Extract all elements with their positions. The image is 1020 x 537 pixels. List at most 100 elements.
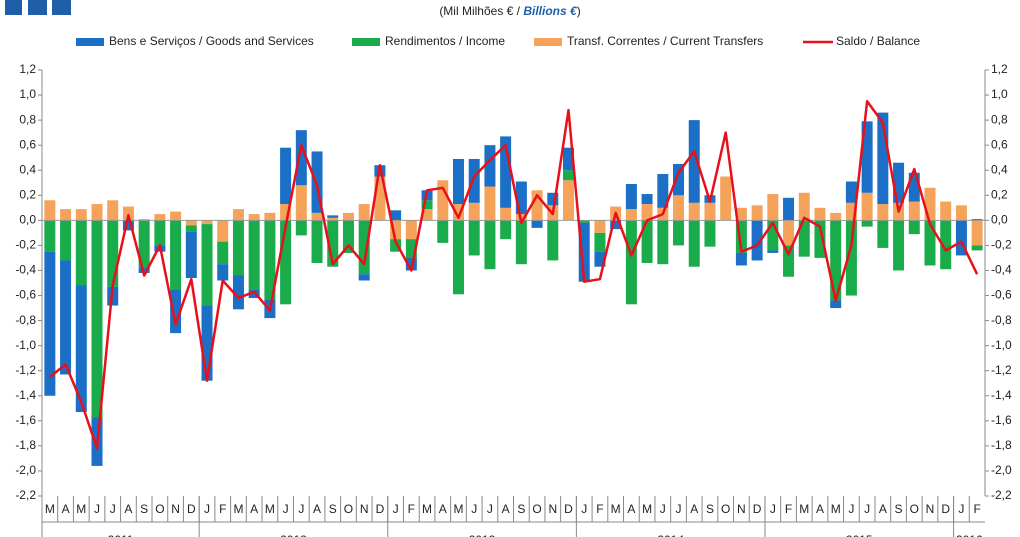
x-tick-label: A bbox=[124, 502, 132, 516]
bar bbox=[248, 220, 260, 290]
bar bbox=[751, 220, 763, 261]
bar bbox=[295, 185, 307, 221]
bar bbox=[91, 220, 103, 418]
bar bbox=[845, 220, 857, 296]
year-label: 2015 bbox=[846, 533, 873, 537]
x-tick-label: N bbox=[548, 502, 557, 516]
x-tick-label: A bbox=[690, 502, 698, 516]
y-tick-label: -0,2 bbox=[15, 238, 36, 252]
bar bbox=[185, 225, 197, 232]
bar bbox=[971, 245, 983, 251]
year-label: 2012 bbox=[280, 533, 307, 537]
x-tick-label: J bbox=[110, 502, 116, 516]
bar bbox=[830, 220, 842, 301]
bar bbox=[107, 200, 119, 221]
y-tick-label: 0,0 bbox=[19, 213, 36, 227]
x-tick-label: O bbox=[344, 502, 353, 516]
bar bbox=[60, 220, 72, 261]
bar bbox=[845, 202, 857, 221]
bar bbox=[154, 220, 166, 246]
logo-box bbox=[28, 0, 47, 15]
bar bbox=[908, 172, 920, 202]
bar bbox=[201, 224, 213, 306]
y2-tick-label: -1,4 bbox=[991, 388, 1012, 402]
bar bbox=[264, 212, 276, 221]
bar bbox=[468, 220, 480, 256]
bar bbox=[170, 220, 182, 290]
bar bbox=[421, 209, 433, 221]
bar bbox=[232, 209, 244, 221]
y-tick-label: -1,0 bbox=[15, 338, 36, 352]
bar bbox=[60, 260, 72, 375]
bar bbox=[280, 220, 292, 305]
bar bbox=[594, 220, 606, 233]
x-tick-label: M bbox=[799, 502, 809, 516]
bar bbox=[515, 220, 527, 265]
y2-tick-label: 0,4 bbox=[991, 162, 1008, 176]
bar bbox=[783, 197, 795, 221]
bar bbox=[547, 220, 559, 261]
x-tick-label: F bbox=[219, 502, 226, 516]
x-tick-label: A bbox=[502, 502, 510, 516]
x-tick-label: M bbox=[642, 502, 652, 516]
x-tick-label: J bbox=[958, 502, 964, 516]
logo-box bbox=[52, 0, 71, 15]
bar bbox=[751, 205, 763, 221]
bar bbox=[421, 200, 433, 210]
bar bbox=[578, 220, 590, 223]
x-tick-label: J bbox=[471, 502, 477, 516]
bar bbox=[452, 158, 464, 205]
bar bbox=[138, 219, 150, 221]
bar bbox=[185, 231, 197, 278]
x-tick-label: N bbox=[926, 502, 935, 516]
year-label: 2011 bbox=[108, 533, 134, 537]
bar bbox=[358, 274, 370, 281]
x-tick-label: S bbox=[706, 502, 714, 516]
bar bbox=[861, 220, 873, 227]
bar bbox=[877, 204, 889, 221]
bar bbox=[877, 112, 889, 205]
bar bbox=[280, 147, 292, 205]
x-tick-label: M bbox=[422, 502, 432, 516]
bar bbox=[280, 204, 292, 221]
bar bbox=[342, 220, 354, 253]
x-tick-label: D bbox=[564, 502, 573, 516]
bar bbox=[971, 219, 983, 221]
x-tick-label: J bbox=[581, 502, 587, 516]
bar bbox=[107, 220, 119, 287]
legend-label: Transf. Correntes / Current Transfers bbox=[567, 34, 763, 48]
bar bbox=[327, 215, 339, 218]
x-tick-label: S bbox=[140, 502, 148, 516]
y-tick-label: -2,0 bbox=[15, 463, 36, 477]
bar bbox=[735, 207, 747, 221]
bar bbox=[44, 200, 56, 221]
bar bbox=[767, 250, 779, 253]
bar bbox=[673, 220, 685, 246]
x-tick-label: N bbox=[360, 502, 369, 516]
y-tick-label: 0,6 bbox=[19, 137, 36, 151]
bar bbox=[75, 285, 87, 413]
x-tick-label: O bbox=[532, 502, 541, 516]
bar bbox=[814, 207, 826, 221]
y2-tick-label: -2,2 bbox=[991, 488, 1012, 502]
bar bbox=[955, 205, 967, 221]
x-tick-label: F bbox=[596, 502, 603, 516]
bar bbox=[594, 232, 606, 252]
x-tick-label: M bbox=[453, 502, 463, 516]
bar bbox=[217, 264, 229, 281]
bar bbox=[468, 202, 480, 221]
bar bbox=[170, 289, 182, 334]
legend-swatch bbox=[352, 38, 380, 46]
bar bbox=[390, 210, 402, 221]
bar bbox=[625, 209, 637, 221]
x-tick-label: A bbox=[250, 502, 258, 516]
bar bbox=[390, 239, 402, 252]
bar bbox=[908, 220, 920, 235]
bar bbox=[374, 176, 386, 221]
bar bbox=[783, 220, 795, 246]
bar bbox=[484, 220, 496, 270]
y-tick-label: -1,2 bbox=[15, 363, 36, 377]
x-tick-label: D bbox=[376, 502, 385, 516]
logo-box bbox=[5, 0, 22, 15]
x-tick-label: D bbox=[941, 502, 950, 516]
